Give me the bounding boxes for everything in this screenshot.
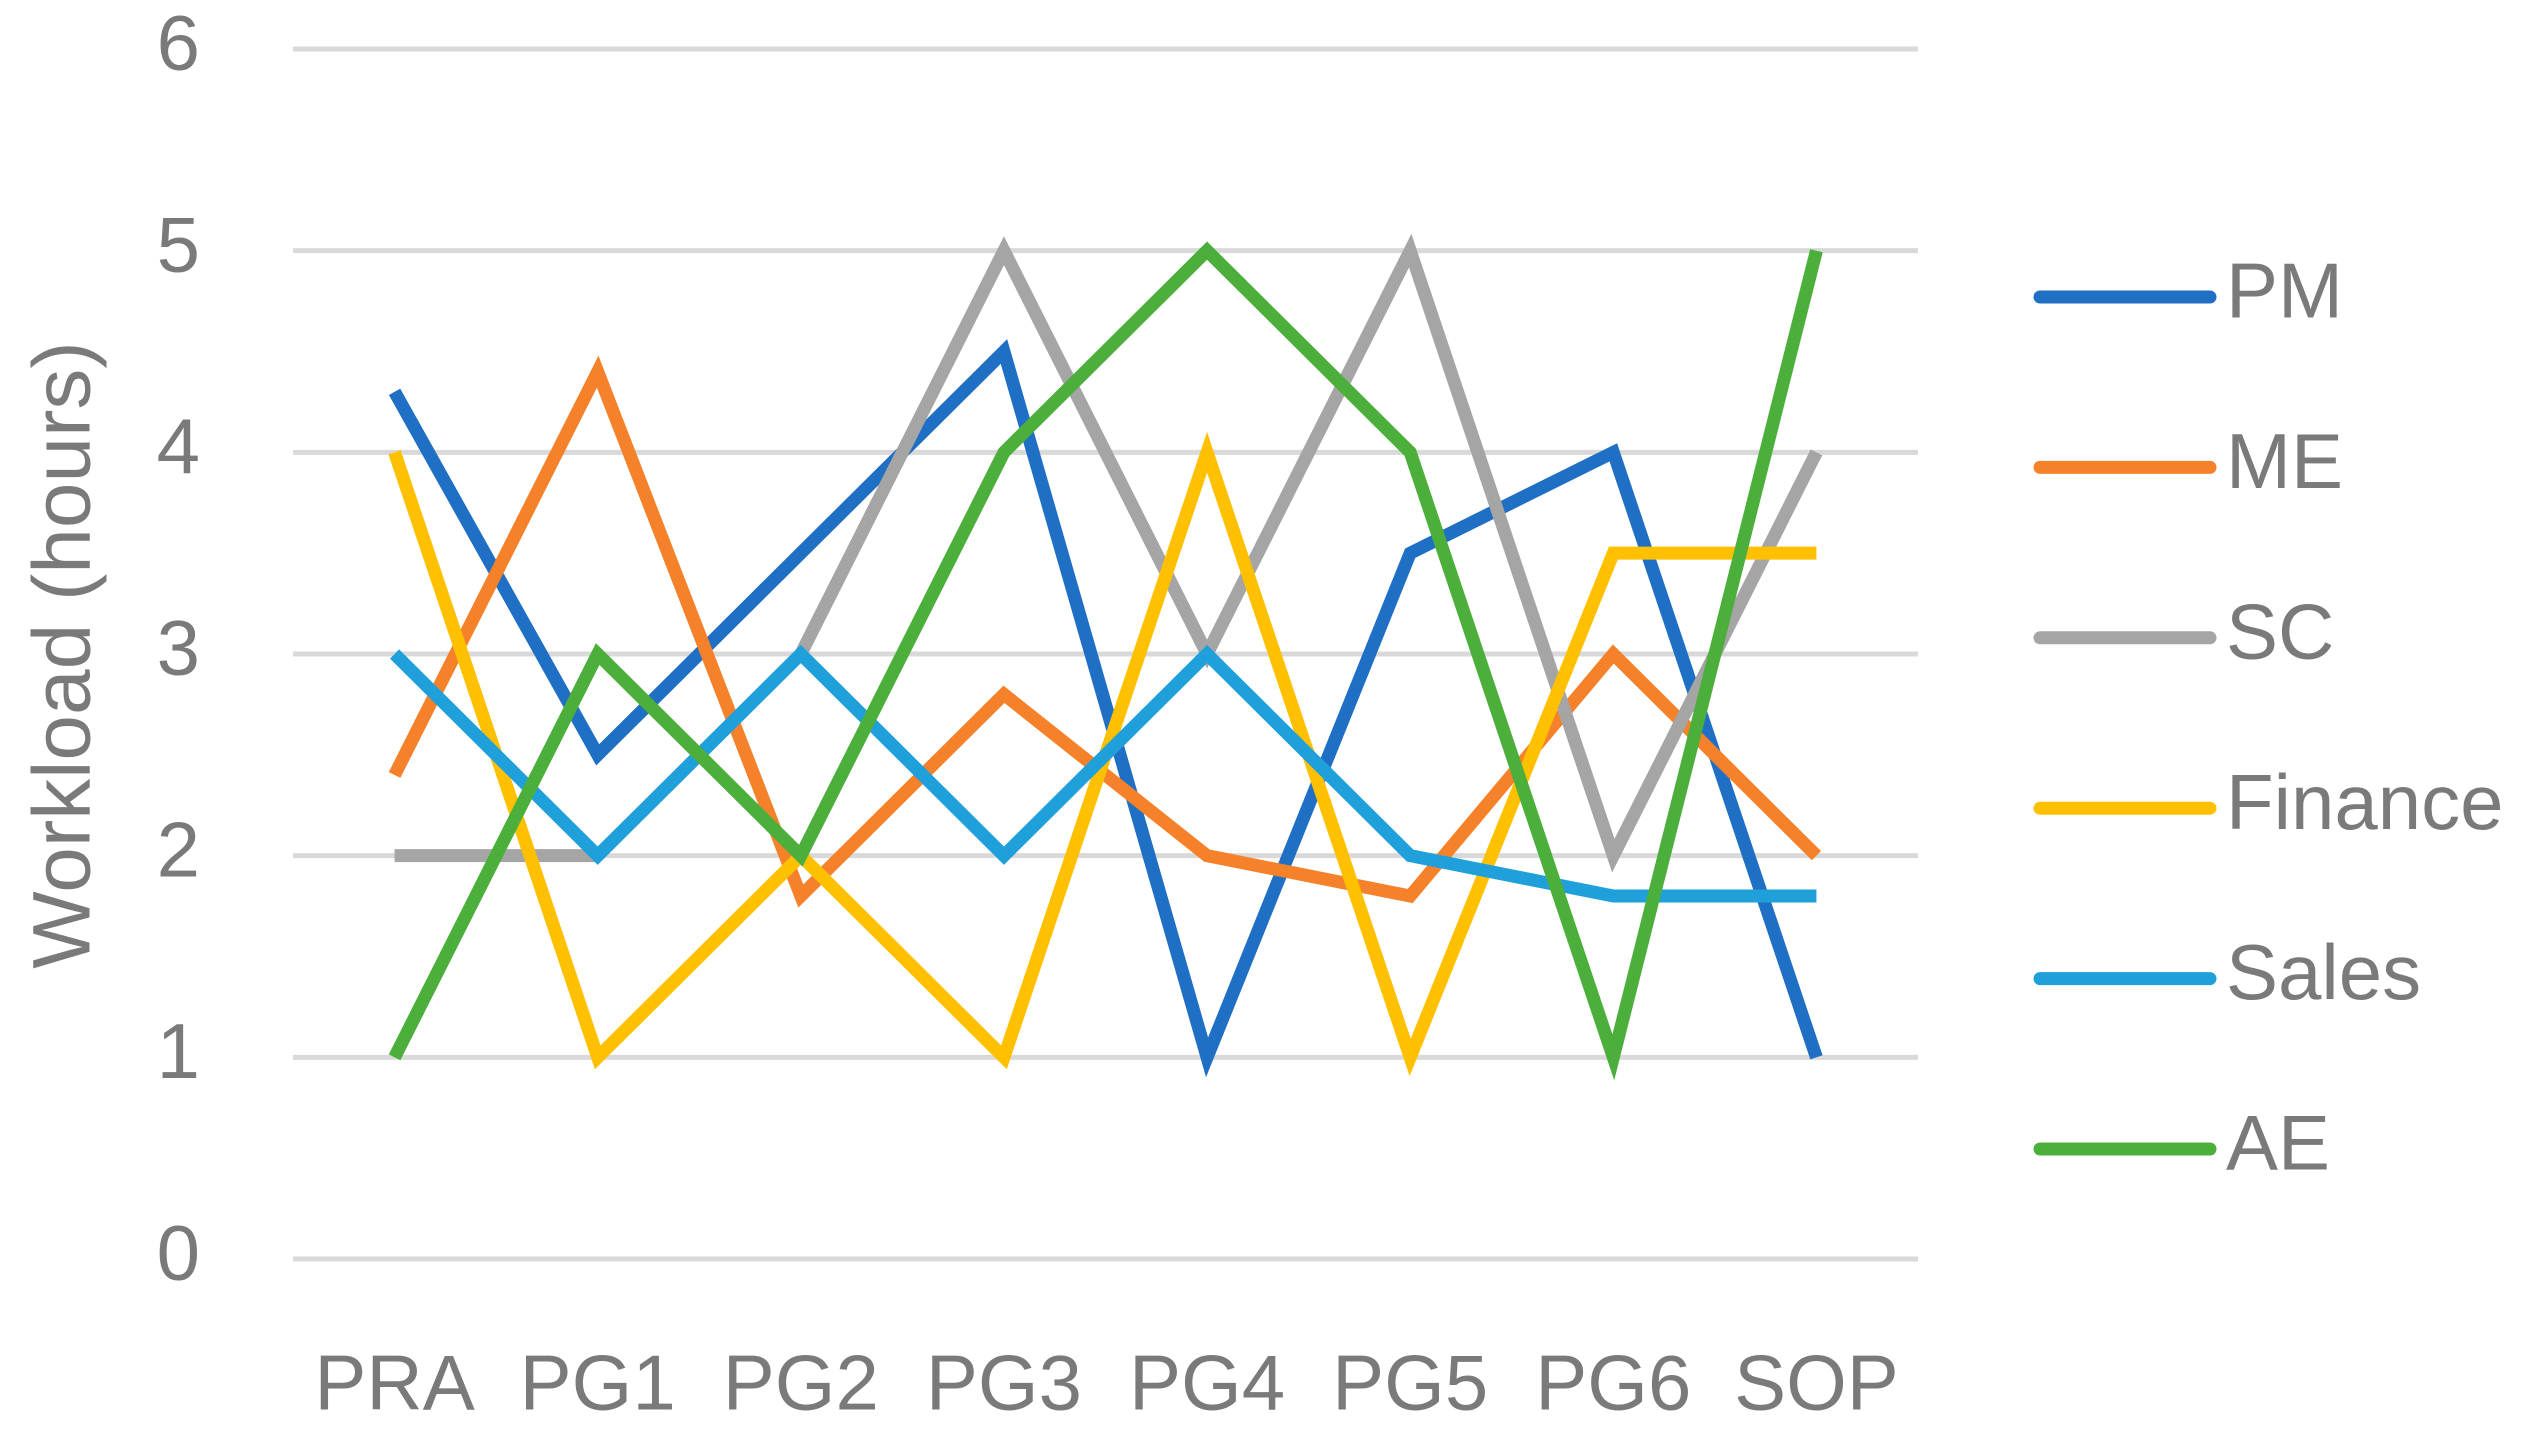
series-line [388, 241, 1823, 1081]
legend-label: PM [2226, 247, 2343, 335]
legend-label: ME [2226, 417, 2343, 505]
y-axis-title: Workload (hours) [17, 341, 108, 968]
y-tick-label: 0 [157, 1209, 200, 1297]
legend-label: SC [2226, 587, 2334, 675]
x-tick-label: PRA [314, 1339, 474, 1427]
series-line [389, 644, 1817, 903]
legend-label: Finance [2226, 758, 2504, 846]
x-tick-label: PG6 [1535, 1339, 1691, 1427]
x-tick-label: SOP [1734, 1339, 1899, 1427]
x-tick-label: PG4 [1129, 1339, 1285, 1427]
y-tick-label: 1 [157, 1007, 200, 1095]
x-tick-label: PG5 [1332, 1339, 1488, 1427]
y-tick-label: 4 [157, 402, 200, 490]
x-tick-label: PG3 [926, 1339, 1082, 1427]
legend-label: Sales [2226, 928, 2421, 1016]
y-tick-label: 6 [157, 0, 200, 87]
y-tick-label: 3 [157, 604, 200, 692]
legend-label: AE [2226, 1099, 2330, 1187]
series-line [388, 339, 1823, 1078]
y-tick-label: 5 [157, 200, 200, 288]
y-tick-label: 2 [157, 805, 200, 893]
x-tick-label: PG1 [520, 1339, 676, 1427]
x-tick-label: PG2 [723, 1339, 879, 1427]
